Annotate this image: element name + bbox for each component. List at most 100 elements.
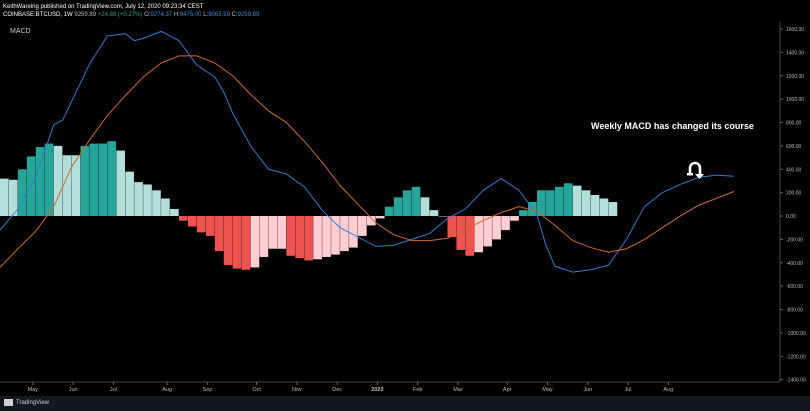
x-tick-label: Mar [453,387,463,393]
histogram-bar [608,202,618,217]
histogram-bar [492,216,501,240]
macd-line [0,30,734,273]
histogram-bar [483,216,492,247]
histogram-bar [581,190,591,217]
histogram-bar [358,216,367,236]
histogram-bar [322,216,331,257]
signal-line [0,55,735,268]
low-label: L: [203,12,209,18]
x-tick-label: Jul [110,387,117,393]
y-tick-label: -600.00 [786,284,803,290]
annotation-text: Weekly MACD has changed its course [591,121,754,131]
y-tick-label: 600.00 [786,144,802,150]
histogram-bar [196,216,206,233]
histogram-bar [510,216,519,221]
histogram-bar [98,143,108,217]
histogram-bar [205,216,215,236]
symbol-line: COINBASE:BTCUSD, 1W 9259.89 +24.89 (+0.2… [3,11,259,19]
low-value: 9063.59 [208,12,230,18]
brand-label: TradingView [16,399,50,406]
histogram-bar [116,150,125,217]
macd-chart[interactable]: MACD 1600.00 1400.00 1200.00 1000.00 800.00 6… [0,0,810,396]
u-turn-arrow-icon [687,161,704,179]
indicator-title: MACD [10,28,31,35]
histogram-bar [241,216,251,270]
close-label: C: [231,12,238,18]
histogram-bar [53,145,63,217]
histogram-bar [232,216,242,269]
histogram-bar [590,194,600,217]
time-axis[interactable]: May Jun Jul Aug Sep Oct Nov Dec 2020 Feb Mar Apr May… [28,382,674,393]
histogram-bar [125,171,134,217]
histogram-bar [223,216,233,266]
histogram-bar [187,216,197,227]
histogram-bar [161,198,170,217]
histogram-bar [152,190,161,217]
high-value: 9475.00 [179,12,202,18]
high-label: H: [173,12,180,18]
price-axis[interactable]: 1600.00 1400.00 1200.00 1000.00 800.00 600.00… [780,27,806,384]
y-tick-label: -1200.00 [786,354,806,360]
x-tick-label: Feb [413,387,422,393]
tradingview-mark-icon [4,399,13,406]
histogram-bar [259,216,269,257]
histogram-bar [134,182,143,217]
publish-info: KeithWareing published on TradingView.co… [3,4,204,10]
histogram-bar [107,141,117,217]
histogram-bar [519,210,528,217]
histogram-bar [572,185,582,217]
histogram-bar [0,178,9,217]
histogram-bar [411,186,421,217]
histogram-bar [429,210,439,217]
histogram-bar [170,209,179,217]
histogram-bar [402,190,412,217]
histogram-bar [599,198,609,217]
histogram-bar [17,169,27,217]
histogram-bar [143,184,152,217]
open-value: 9274.37 [150,12,173,18]
histogram [0,141,618,270]
y-tick-label: -400.00 [786,261,803,267]
macd-lines [0,30,735,273]
y-tick-label: 0.00 [786,214,796,220]
open-label: O: [144,12,151,18]
histogram-bar [313,216,322,260]
chart-header: KeithWareing published on TradingView.co… [3,3,259,19]
histogram-bar [80,145,90,217]
histogram-bar [554,186,564,217]
y-tick-label: 400.00 [786,167,802,173]
footer-bar: TradingView [0,396,810,411]
x-tick-label: Sep [202,387,212,393]
tradingview-logo[interactable]: TradingView [4,399,49,406]
histogram-bar [268,216,278,249]
price-change: +24.89 (+0.27%) [97,12,143,18]
histogram-bar [179,216,188,221]
x-tick-label: May [542,387,553,393]
x-tick-label: Aug [663,387,673,393]
y-tick-label: 1600.00 [786,27,804,33]
x-tick-label: Nov [292,387,302,393]
histogram-bar [340,216,349,252]
histogram-bar [304,216,313,261]
histogram-bar [349,216,358,248]
x-tick-label: May [28,387,39,393]
histogram-bar [295,216,304,259]
y-tick-label: -1400.00 [786,378,806,384]
histogram-bar [474,216,483,253]
histogram-bar [277,216,287,249]
histogram-bar [366,216,376,226]
x-tick-label: 2020 [371,387,383,393]
y-tick-label: 1200.00 [786,74,804,80]
histogram-bar [465,216,475,256]
histogram-bar [286,216,296,256]
histogram-bar [62,155,72,217]
x-tick-label: Apr [503,387,512,393]
histogram-bar [44,143,54,217]
histogram-bar [331,216,340,255]
x-tick-label: Oct [252,387,261,393]
histogram-bar [214,216,224,252]
histogram-bar [35,147,45,217]
x-tick-label: Jun [583,387,592,393]
histogram-bar [250,216,260,268]
histogram-bar [384,206,394,217]
